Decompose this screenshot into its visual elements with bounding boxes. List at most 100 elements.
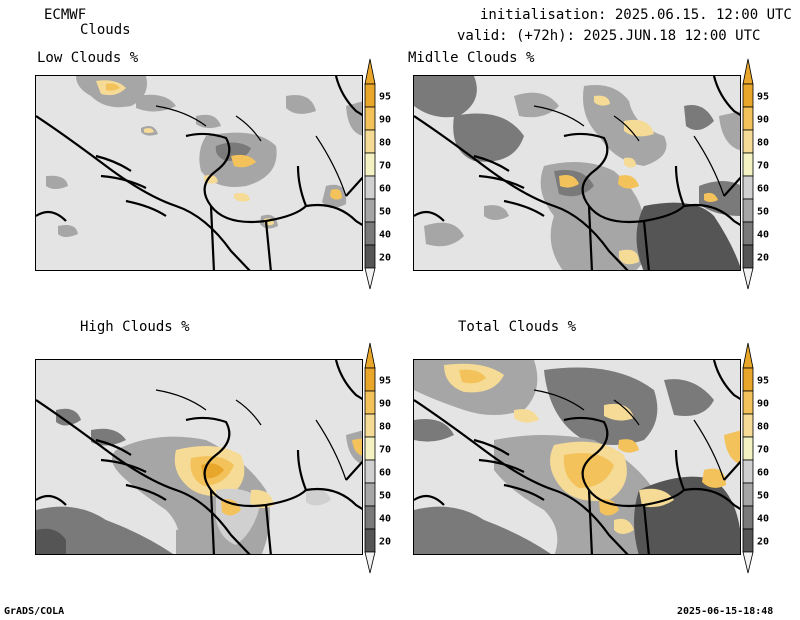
colorbar-label: 95 [379,376,391,387]
colorbar-segment [742,83,754,108]
colorbar-label: 40 [379,230,391,241]
colorbar-svg: 95 90 80 70 60 50 40 20 [364,58,391,290]
colorbar-segment [742,152,754,177]
borders-thin [155,105,347,197]
colorbar-label: 95 [379,92,391,103]
colorbar-label: 60 [379,468,391,479]
colorbar-segment [364,436,376,461]
panel-title-high: High Clouds % [80,319,190,335]
footer-software: GrADS/COLA [4,606,65,617]
model-name: ECMWF [44,7,87,23]
colorbar-label: 40 [757,514,769,525]
colorbar-label: 70 [757,161,769,172]
panel-title-low: Low Clouds % [37,50,139,66]
panel-title-middle: Midlle Clouds % [408,50,535,66]
map-high-clouds [35,359,363,555]
colorbar-segment [742,221,754,246]
map-low-clouds [35,75,363,271]
colorbar-below-arrow [364,267,376,290]
colorbar-label: 20 [757,253,769,264]
colorbar-segment [364,198,376,223]
cloud-areas [46,76,362,237]
colorbar-segment [364,244,376,269]
colorbar-label: 60 [379,184,391,195]
colorbar-label: 80 [757,138,769,149]
colorbar-label: 70 [379,161,391,172]
colorbar-segment [742,413,754,438]
colorbar-segment [364,175,376,200]
borders-coast [36,360,362,554]
colorbar-segment [364,413,376,438]
colorbar-segment [364,505,376,530]
borders-coast [414,360,740,554]
map-low-svg [36,76,362,270]
footer-timestamp: 2025-06-15-18:48 [677,606,774,617]
colorbar-segment [364,528,376,553]
colorbar-segment [742,367,754,392]
map-middle-clouds [413,75,741,271]
borders-thin [533,105,725,197]
colorbar-above-arrow [742,342,754,369]
borders-coast [36,76,362,270]
colorbar-below-arrow [742,551,754,574]
colorbar-segment [742,106,754,131]
colorbar-segment [364,221,376,246]
colorbar-label: 50 [379,207,391,218]
colorbar-label: 50 [757,207,769,218]
map-total-svg [414,360,740,554]
colorbar-high: 95 90 80 70 60 50 40 20 [363,342,413,574]
colorbar-label: 95 [757,376,769,387]
colorbar-label: 20 [757,537,769,548]
colorbar-label: 80 [379,422,391,433]
panel-title-total: Total Clouds % [458,319,577,335]
colorbar-label: 70 [757,445,769,456]
map-total-clouds [413,359,741,555]
colorbar-segment [742,436,754,461]
colorbar-label: 40 [379,514,391,525]
colorbar-segment [742,482,754,507]
colorbar-label: 95 [757,92,769,103]
colorbar-label: 20 [379,253,391,264]
colorbar-label: 50 [379,491,391,502]
colorbar-label: 90 [757,115,769,126]
colorbar-label: 90 [379,115,391,126]
colorbar-segment [742,528,754,553]
colorbar-segment [742,244,754,269]
colorbar-svg: 95 90 80 70 60 50 40 20 [742,58,769,290]
colorbar-label: 60 [757,184,769,195]
colorbar-segment [742,175,754,200]
colorbar-label: 80 [379,138,391,149]
colorbar-segment [364,459,376,484]
colorbar-svg: 95 90 80 70 60 50 40 20 [742,342,769,574]
colorbar-below-arrow [364,551,376,574]
colorbar-below-arrow [742,267,754,290]
colorbar-above-arrow [364,342,376,369]
colorbar-label: 60 [757,468,769,479]
map-middle-svg [414,76,740,270]
colorbar-segment [364,83,376,108]
colorbar-label: 20 [379,537,391,548]
colorbar-segment [364,367,376,392]
colorbar-low: 95 90 80 70 60 50 40 20 [363,58,413,290]
borders-thin [533,389,725,481]
colorbar-segment [364,106,376,131]
colorbar-segment [364,152,376,177]
borders-coast [414,76,740,270]
colorbar-segment [364,390,376,415]
colorbar-svg: 95 90 80 70 60 50 40 20 [364,342,391,574]
product-name: Clouds [80,22,131,38]
init-time: initialisation: 2025.06.15. 12:00 UTC [480,7,792,23]
map-high-svg [36,360,362,554]
colorbar-segment [364,482,376,507]
cloud-areas [414,360,740,554]
colorbar-middle: 95 90 80 70 60 50 40 20 [741,58,791,290]
colorbar-segment [742,198,754,223]
colorbar-label: 90 [757,399,769,410]
colorbar-segment [742,459,754,484]
valid-time: valid: (+72h): 2025.JUN.18 12:00 UTC [457,28,761,44]
colorbar-segment [742,505,754,530]
borders-thin [155,389,347,481]
colorbar-segment [742,129,754,154]
colorbar-above-arrow [742,58,754,85]
colorbar-label: 90 [379,399,391,410]
